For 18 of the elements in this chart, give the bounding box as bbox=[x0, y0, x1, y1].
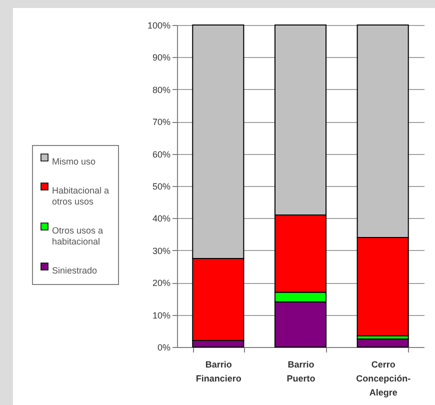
legend-label: Mismo uso bbox=[52, 156, 96, 166]
y-tick-label: 90% bbox=[152, 52, 170, 63]
y-tick-label: 60% bbox=[152, 149, 170, 160]
y-tick-label: 30% bbox=[152, 246, 170, 256]
y-tick-label: 80% bbox=[152, 84, 170, 95]
y-tick-label: 50% bbox=[152, 182, 170, 192]
y-tick-label: 70% bbox=[152, 117, 170, 128]
x-tick-label: Barrio Financiero bbox=[196, 360, 242, 384]
x-tick-label: Barrio Puerto bbox=[286, 360, 316, 384]
legend-label: Otros usos a habitacional bbox=[52, 226, 104, 246]
legend-label: Habitacional a otros usos bbox=[52, 186, 110, 206]
y-tick-label: 40% bbox=[152, 214, 170, 224]
legend-label: Siniestrado bbox=[52, 266, 98, 276]
x-tick-label: Cerro Concepción-Alegre bbox=[356, 360, 411, 398]
y-tick-label: 10% bbox=[152, 310, 170, 320]
y-tick-label: 0% bbox=[157, 342, 170, 352]
y-tick-label: 20% bbox=[152, 278, 170, 288]
y-tick-label: 100% bbox=[147, 20, 170, 30]
